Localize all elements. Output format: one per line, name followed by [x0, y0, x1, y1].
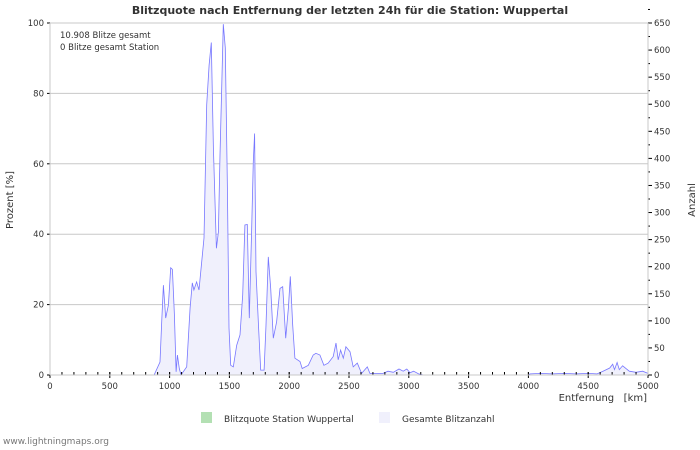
annotation-station: 0 Blitze gesamt Station: [60, 43, 159, 53]
y2-tick-label: 600: [654, 46, 670, 56]
x-tick-label: 3500: [458, 382, 480, 392]
axes: 0204060801000501001502002503003504004505…: [28, 8, 670, 392]
y-tick-label: 40: [33, 230, 44, 240]
x-tick-label: 5000: [637, 382, 659, 392]
y2-tick-label: 200: [654, 263, 670, 273]
y-tick-label: 80: [33, 89, 44, 99]
x-axis-label: Entfernung [km]: [559, 393, 648, 404]
chart-title: Blitzquote nach Entfernung der letzten 2…: [132, 4, 568, 17]
y2-tick-label: 500: [654, 100, 670, 110]
y2-tick-label: 450: [654, 127, 670, 137]
y2-tick-label: 0: [654, 371, 659, 381]
x-tick-label: 0: [47, 382, 52, 392]
y2-tick-label: 650: [654, 19, 670, 29]
y2-tick-label: 300: [654, 209, 670, 219]
footer-link[interactable]: www.lightningmaps.org: [3, 437, 109, 447]
x-tick-label: 3000: [398, 382, 420, 392]
y-tick-label: 0: [39, 371, 44, 381]
series-total-fill: [50, 24, 648, 375]
series-area: [50, 24, 649, 376]
x-tick-label: 4000: [518, 382, 540, 392]
legend-swatch-total: [379, 412, 390, 423]
annotation-total: 10.908 Blitze gesamt: [60, 31, 151, 41]
y2-tick-label: 550: [654, 73, 670, 83]
x-tick-label: 500: [102, 382, 118, 392]
gridlines: [50, 22, 648, 306]
y-tick-label: 20: [33, 301, 44, 311]
x-tick-label: 1000: [159, 382, 181, 392]
x-tick-label: 4500: [577, 382, 599, 392]
x-tick-label: 2500: [338, 382, 360, 392]
series-total-line: [50, 24, 649, 376]
legend-swatch-station: [201, 412, 212, 423]
y2-tick-label: 50: [654, 344, 665, 354]
y-tick-label: 60: [33, 160, 44, 170]
y2-tick-label: 350: [654, 181, 670, 191]
x-tick-label: 1500: [219, 382, 241, 392]
y-axis-label: Prozent [%]: [5, 171, 16, 229]
y-tick-label: 100: [28, 19, 44, 29]
x-tick-label: 2000: [278, 382, 300, 392]
y2-tick-label: 150: [654, 290, 670, 300]
y2-tick-label: 100: [654, 317, 670, 327]
y2-axis-label: Anzahl: [687, 183, 698, 217]
legend-label-station: Blitzquote Station Wuppertal: [224, 415, 354, 425]
legend-label-total: Gesamte Blitzanzahl: [402, 415, 495, 425]
y2-tick-label: 250: [654, 236, 670, 246]
y2-tick-label: 400: [654, 154, 670, 164]
